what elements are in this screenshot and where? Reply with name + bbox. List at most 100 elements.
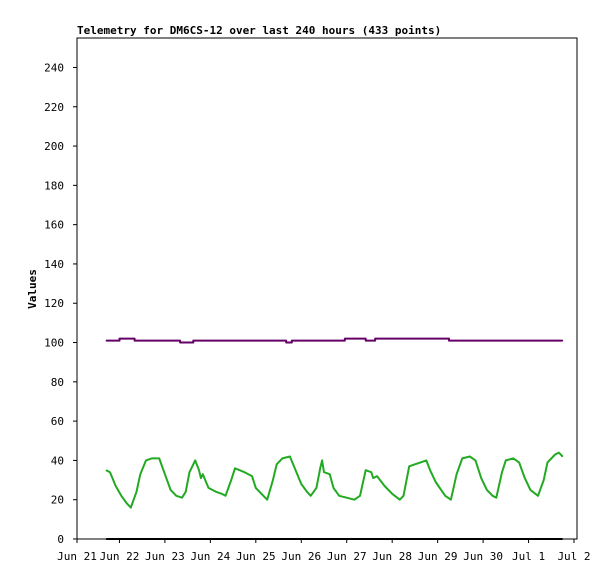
data-point <box>192 340 194 342</box>
data-point <box>192 341 194 344</box>
data-point <box>365 340 367 342</box>
data-point <box>480 477 482 479</box>
data-point <box>554 453 556 456</box>
data-point <box>323 471 325 473</box>
data-point <box>200 477 202 479</box>
data-point <box>230 479 232 481</box>
data-point <box>134 340 136 342</box>
x-tick-label: Jun 26 <box>281 550 321 563</box>
y-tick-label: 120 <box>44 297 64 310</box>
y-tick-label: 80 <box>51 376 64 389</box>
x-tick-label: Jul 1 <box>512 550 545 563</box>
data-point <box>188 471 191 473</box>
data-point <box>118 338 121 340</box>
data-point <box>310 495 312 497</box>
data-point <box>306 491 308 493</box>
data-point <box>109 471 111 473</box>
data-point <box>291 340 293 342</box>
x-tick-label: Jul 2 <box>557 550 590 563</box>
data-point <box>529 489 532 491</box>
data-point <box>105 340 107 342</box>
data-point <box>139 473 141 475</box>
y-tick-label: 240 <box>44 61 64 74</box>
data-point <box>402 495 405 497</box>
y-tick-label: 140 <box>44 258 64 271</box>
data-point <box>262 495 264 497</box>
data-point <box>425 459 427 461</box>
data-point <box>118 340 121 342</box>
data-point <box>170 489 172 491</box>
data-point <box>224 495 227 497</box>
data-point <box>391 493 393 495</box>
data-point <box>562 538 564 540</box>
x-tick-label: Jun 23 <box>145 550 185 563</box>
y-tick-label: 180 <box>44 179 64 192</box>
data-point <box>399 499 401 501</box>
data-point <box>194 459 196 461</box>
data-point <box>120 495 122 497</box>
data-point <box>543 479 545 481</box>
y-tick-label: 60 <box>51 415 64 428</box>
data-point <box>562 340 564 342</box>
data-point <box>448 340 450 342</box>
data-point <box>469 455 471 458</box>
data-point <box>420 461 422 463</box>
data-point <box>151 457 153 459</box>
data-point <box>198 469 200 471</box>
data-point <box>495 497 497 499</box>
data-point <box>134 338 136 340</box>
x-tick-label: Jun 22 <box>100 550 140 563</box>
data-point <box>558 452 560 454</box>
y-tick-label: 40 <box>51 454 64 467</box>
y-tick-label: 100 <box>44 337 64 350</box>
data-point <box>175 495 177 497</box>
data-point <box>251 475 253 477</box>
data-point <box>444 495 446 497</box>
y-tick-label: 20 <box>51 494 64 507</box>
data-point <box>179 341 181 344</box>
data-point <box>145 459 147 461</box>
y-tick-label: 160 <box>44 219 64 232</box>
data-point <box>474 459 477 461</box>
data-point <box>537 495 539 497</box>
data-point <box>338 495 340 497</box>
data-point <box>524 477 526 479</box>
data-point <box>135 491 138 493</box>
data-point <box>346 497 348 499</box>
data-point <box>359 495 361 497</box>
series-3 <box>105 538 564 540</box>
x-tick-label: Jun 28 <box>372 550 412 563</box>
data-point <box>126 503 128 505</box>
data-point <box>115 485 117 487</box>
data-point <box>450 499 452 501</box>
data-point <box>315 487 317 489</box>
data-point <box>501 471 503 473</box>
data-point <box>289 455 291 458</box>
data-point <box>319 467 321 469</box>
data-point <box>408 465 410 467</box>
data-point <box>164 473 166 475</box>
data-point <box>456 473 458 475</box>
series-1 <box>105 337 564 344</box>
data-point <box>492 495 494 497</box>
data-point <box>435 481 437 483</box>
data-point <box>130 507 132 509</box>
data-point <box>486 489 488 491</box>
data-point <box>295 469 297 471</box>
data-point <box>285 340 287 342</box>
data-point <box>321 459 323 461</box>
data-point <box>215 491 217 493</box>
data-point <box>344 340 346 342</box>
x-tick-label: Jun 27 <box>327 550 367 563</box>
x-tick-label: Jun 25 <box>236 550 276 563</box>
y-axis-ticks: 0 20 40 60 80 100 120 140 160 180 200 220 240 <box>44 61 77 546</box>
data-point <box>185 491 187 493</box>
data-point <box>329 473 331 475</box>
x-tick-label: Jun 30 <box>463 550 503 563</box>
data-point <box>365 469 367 471</box>
data-point <box>221 493 223 495</box>
data-point <box>365 338 367 340</box>
data-point <box>255 487 257 489</box>
